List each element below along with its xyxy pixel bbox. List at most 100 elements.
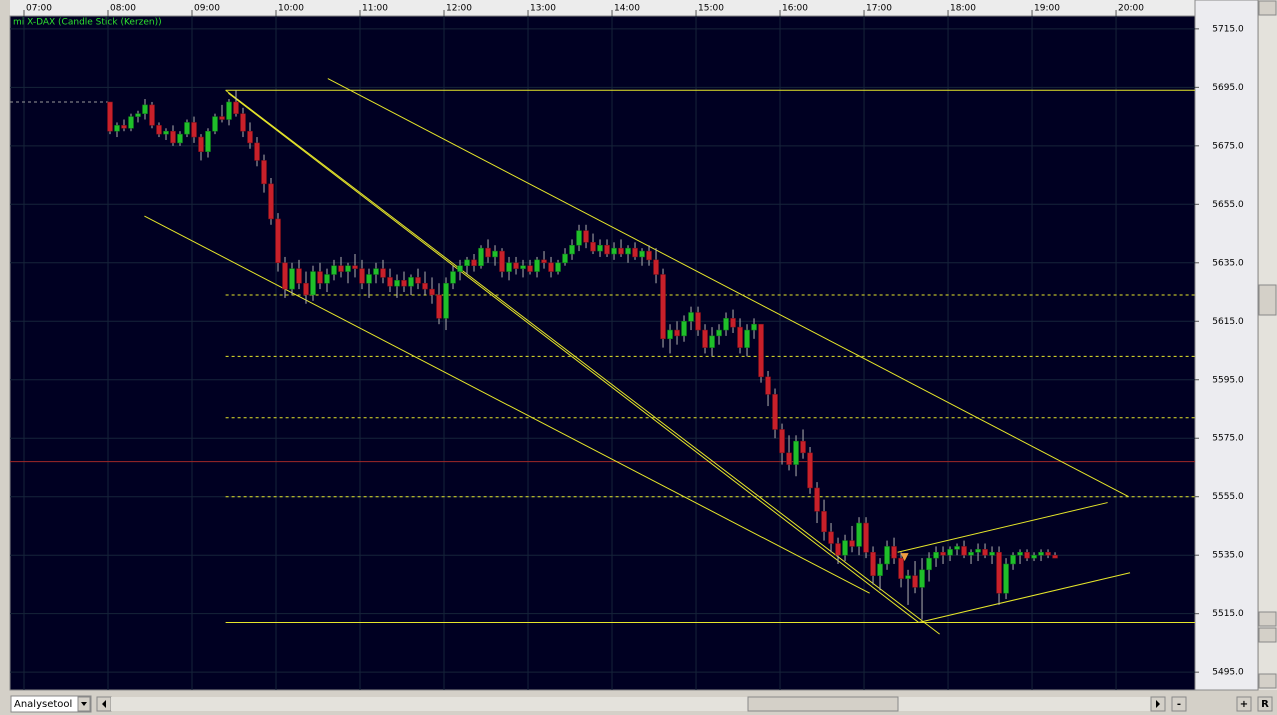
trend-line: [225, 89, 940, 635]
candle-body: [464, 259, 470, 266]
candle-body: [807, 452, 813, 489]
candle-body: [233, 101, 239, 114]
candle-body: [1003, 563, 1009, 594]
y-tick-label: 5695.0: [1212, 83, 1244, 93]
y-tick-label: 5575.0: [1212, 434, 1244, 444]
candle-body: [835, 543, 841, 556]
candle-body: [576, 230, 582, 246]
x-tick-label: 20:00: [1118, 4, 1144, 14]
candle-body: [1052, 554, 1058, 559]
candle-body: [163, 130, 169, 135]
candle-body: [863, 522, 869, 553]
candle-body: [541, 259, 547, 264]
candle-body: [989, 552, 995, 556]
candle-body: [555, 262, 561, 272]
scroll-track: [1259, 0, 1277, 690]
candle-body: [639, 250, 645, 258]
right-arrow: [1156, 700, 1160, 708]
candle-body: [471, 259, 477, 266]
candle-body: [646, 250, 652, 261]
candle-body: [457, 265, 463, 272]
y-tick-label: 5515.0: [1212, 609, 1244, 619]
trend-line: [228, 92, 919, 623]
candle-body: [933, 552, 939, 559]
vertical-scrollbar[interactable]: [1258, 0, 1277, 690]
minus-button[interactable]: [1171, 696, 1187, 712]
candle-body: [562, 253, 568, 264]
candle-body: [380, 268, 386, 278]
zoom-in[interactable]: [1258, 611, 1277, 627]
candle-body: [793, 440, 799, 465]
candle-body: [366, 274, 372, 284]
candle-body: [674, 329, 680, 337]
reset-button[interactable]: [1257, 696, 1273, 712]
candle-body: [730, 318, 736, 328]
candle-body: [618, 247, 624, 255]
candle-body: [226, 101, 232, 120]
candle-body: [828, 531, 834, 544]
scroll-down[interactable]: [1258, 673, 1277, 689]
candle-body: [156, 125, 162, 135]
x-tick-label: 11:00: [362, 4, 388, 14]
scroll-up[interactable]: [1258, 0, 1277, 16]
candle-body: [905, 575, 911, 579]
y-tick-label: 5635.0: [1212, 258, 1244, 268]
candle-body: [338, 265, 344, 272]
candle-body: [1024, 552, 1030, 559]
candle-body: [653, 259, 659, 275]
candle-body: [870, 552, 876, 576]
candle-body: [821, 511, 827, 533]
candle-body: [289, 268, 295, 290]
candle-body: [310, 271, 316, 296]
plus-button[interactable]: [1236, 696, 1252, 712]
h-scroll-thumb[interactable]: [747, 696, 899, 712]
candle-body: [814, 487, 820, 512]
plot-area: [9, 15, 1196, 691]
candle-body: [709, 335, 715, 348]
candle-body: [548, 262, 554, 272]
candle-body: [198, 136, 204, 152]
candle-body: [373, 268, 379, 275]
candle-body: [716, 329, 722, 337]
candle-body: [702, 329, 708, 348]
candle-body: [331, 265, 337, 275]
candle-body: [961, 546, 967, 556]
candle-body: [1017, 552, 1023, 556]
y-tick-label: 5675.0: [1212, 141, 1244, 151]
candle-body: [478, 247, 484, 266]
candle-body: [359, 268, 365, 284]
candle-body: [975, 549, 981, 553]
scroll-thumb[interactable]: [1258, 284, 1277, 316]
candle-body: [170, 130, 176, 144]
candle-body: [485, 247, 491, 258]
time-axis: [10, 0, 1195, 16]
trend-line: [144, 215, 870, 594]
candle-body: [842, 540, 848, 556]
candle-body: [604, 244, 610, 255]
candle-body: [282, 262, 288, 290]
candle-body: [751, 323, 757, 331]
bottom-bar: Analysetool - + R: [10, 695, 1273, 713]
candle-body: [786, 452, 792, 465]
candle-body: [219, 116, 225, 120]
candle-body: [569, 244, 575, 255]
candle-body: [534, 259, 540, 272]
candle-body: [744, 329, 750, 348]
left-arrow: [102, 700, 106, 708]
candle-body: [919, 569, 925, 588]
candle-body: [268, 183, 274, 220]
tool-select[interactable]: [10, 695, 92, 713]
candle-body: [947, 549, 953, 556]
zoom-out[interactable]: [1258, 627, 1277, 643]
x-tick-label: 19:00: [1034, 4, 1060, 14]
candle-body: [590, 242, 596, 252]
candle-body: [597, 244, 603, 252]
candle-body: [450, 271, 456, 284]
candle-body: [688, 312, 694, 322]
candle-body: [436, 294, 442, 319]
candle-body: [324, 274, 330, 284]
candle-body: [898, 557, 904, 579]
candle-body: [422, 283, 428, 290]
signal-marker: [900, 553, 909, 562]
